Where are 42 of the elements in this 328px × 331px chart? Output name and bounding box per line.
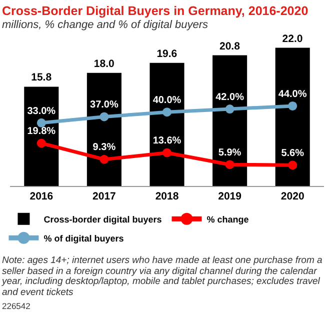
- x-tick-label: 2019: [218, 190, 242, 203]
- point: [225, 160, 234, 170]
- text: 226542: [1, 300, 32, 311]
- chart-title: Cross-Border Digital Buyers in Germany, 2016-2020: [1, 3, 310, 18]
- point: [225, 104, 234, 114]
- point: [162, 108, 172, 117]
- legend-label: % of digital buyers: [44, 233, 124, 244]
- point: [36, 118, 46, 128]
- data-label: 40.0%: [152, 94, 182, 106]
- data-label: 22.0: [282, 32, 303, 45]
- data-label: 19.6: [156, 48, 178, 60]
- bar: [212, 55, 248, 186]
- data-label: 19.8%: [27, 126, 56, 138]
- data-label: 37.0%: [90, 100, 118, 111]
- data-label: 18.0: [94, 58, 114, 70]
- x-tick-label: 2020: [280, 190, 304, 203]
- text: Note: ages 14+; internet users who have made at least one purchase from a seller based in a foreign country via any digital channel during the calendar year, including desktop/laptop, mobile and tablet purchases; excludes travel and event tickets: [0, 255, 324, 298]
- point: [288, 160, 298, 170]
- bar: [275, 48, 310, 186]
- data-label: 15.8: [31, 72, 52, 84]
- point: [36, 138, 46, 148]
- data-label: 44.0%: [278, 88, 307, 100]
- x-tick-label: 2017: [92, 190, 116, 203]
- x-tick-label: 2016: [30, 190, 54, 203]
- data-label: 5.6%: [281, 148, 304, 159]
- data-label: 5.9%: [218, 147, 242, 158]
- bar: [86, 72, 122, 186]
- point: [288, 101, 298, 110]
- data-label: 20.8: [220, 40, 240, 52]
- chart-subtitle: millions, % change and % of digital buyers: [1, 18, 210, 31]
- point: [162, 148, 172, 158]
- data-label: 9.3%: [92, 142, 116, 154]
- legend-label: % change: [206, 214, 249, 224]
- data-label: 42.0%: [216, 92, 244, 103]
- point: [100, 112, 109, 122]
- legend-label: Cross-border digital buyers: [44, 214, 162, 224]
- bar: [24, 86, 59, 186]
- point: [100, 154, 109, 164]
- data-label: 33.0%: [27, 106, 56, 117]
- bar: [150, 62, 184, 186]
- data-label: 13.6%: [152, 136, 182, 147]
- x-tick-label: 2018: [155, 190, 179, 203]
